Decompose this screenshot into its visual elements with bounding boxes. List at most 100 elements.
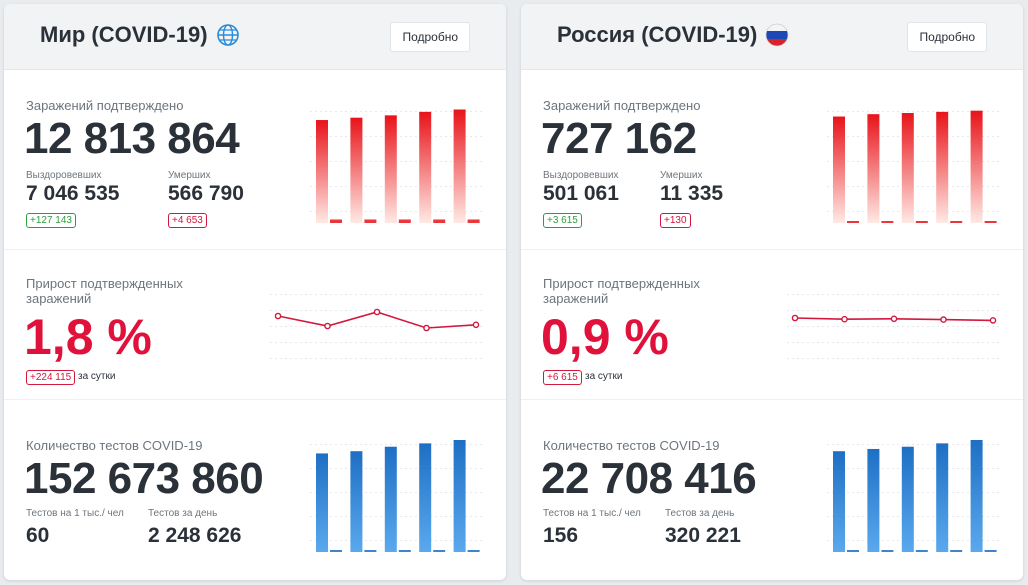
deaths-delta-badge: +4 653 [168,213,207,228]
tests-per-1k-label: Тестов на 1 тыс./ чел [26,508,124,519]
bar-small [984,550,997,552]
growth-delta-badge: +224 115 [26,370,76,385]
data-point [324,322,331,330]
bar [419,443,432,552]
tests-bar-chart [310,440,482,552]
card-title-text: Россия (COVID-19) [557,22,758,47]
growth-section: Прирост подтвержденных заражений 0,9 % +… [521,250,1023,400]
confirmed-bar-chart [310,109,482,223]
bar [350,117,363,223]
details-button[interactable]: Подробно [390,22,470,52]
globe-icon [216,24,239,46]
growth-percent: 1,8 % [24,309,152,365]
bar-small [950,550,963,552]
data-point [472,321,480,329]
tests-per-day-value: 2 248 626 [148,524,242,547]
bar-small [847,550,859,552]
bar-small [915,221,928,223]
bar [936,111,949,223]
confirmed-value: 727 162 [541,114,697,163]
bar [867,114,880,223]
growth-section: Прирост подтвержденных заражений 1,8 % +… [4,250,506,400]
confirmed-label: Заражений подтверждено [26,98,184,113]
tests-per-1k-value: 156 [543,524,579,547]
confirmed-label: Заражений подтверждено [543,98,701,113]
confirmed-section: Заражений подтверждено 12 813 864 Выздор… [4,70,506,250]
data-point [791,314,799,322]
recovered-value: 501 061 [543,182,619,205]
bar-small [467,550,480,552]
growth-line-chart [787,294,1001,359]
tests-label: Количество тестов COVID-19 [26,438,203,453]
growth-delta-badge: +6 615 [543,370,582,385]
recovered-delta-badge: +3 615 [543,213,582,228]
growth-percent: 0,9 % [541,309,669,365]
recovered-value: 7 046 535 [26,182,120,205]
bar [350,451,363,552]
bar-small [915,550,928,552]
deaths-value: 566 790 [168,182,244,205]
deaths-value: 11 335 [660,182,724,205]
bar-small [433,550,446,552]
bar-small [433,219,446,223]
bar-small [330,219,342,223]
bar-small [330,550,342,552]
tests-section: Количество тестов COVID-19 22 708 416 Те… [521,400,1023,580]
bar [901,113,914,223]
confirmed-value: 12 813 864 [24,114,240,163]
confirmed-section: Заражений подтверждено 727 162 Выздорове… [521,70,1023,250]
tests-per-day-value: 320 221 [665,524,741,547]
recovered-label: Выздоровевших [26,170,102,181]
data-point [989,317,997,324]
bar [901,446,914,552]
bar [453,440,466,552]
bar-small [847,221,859,223]
tests-label: Количество тестов COVID-19 [543,438,720,453]
recovered-label: Выздоровевших [543,170,619,181]
data-point [423,324,430,332]
details-button[interactable]: Подробно [907,22,987,52]
card-header: Мир (COVID-19) Подробно [4,4,506,70]
tests-value: 22 708 416 [541,454,757,503]
bar [419,111,432,223]
growth-line-chart [270,294,484,359]
data-point [841,315,848,323]
data-point [890,315,898,323]
bar [970,440,983,552]
growth-label-2: заражений [26,291,92,306]
bar-small [881,221,894,223]
growth-label-1: Прирост подтвержденных [26,276,183,291]
bar [384,446,397,552]
bar-small [364,550,377,552]
russia-card: Россия (COVID-19) Подробно Заражений под… [521,4,1023,580]
tests-per-1k-value: 60 [26,524,50,547]
bar-small [881,550,894,552]
bar-small [984,221,997,223]
bar [833,116,845,223]
confirmed-bar-chart [827,110,999,223]
bar [833,451,845,552]
deaths-delta-badge: +130 [660,213,691,228]
tests-bar-chart [827,440,999,552]
data-point [940,316,947,323]
tests-per-1k-label: Тестов на 1 тыс./ чел [543,508,641,519]
tests-per-day-label: Тестов за день [665,508,735,519]
bar [970,110,983,223]
card-title-text: Мир (COVID-19) [40,22,208,47]
per-day-label: за сутки [585,371,623,382]
bar-small [398,219,411,223]
recovered-delta-badge: +127 143 [26,213,76,228]
world-card: Мир (COVID-19) Подробно Заражений подтве… [4,4,506,580]
card-title: Мир (COVID-19) [40,22,240,48]
bar-small [467,219,480,223]
bar-small [364,219,377,223]
data-point [274,312,282,320]
bar-small [950,221,963,223]
growth-label-1: Прирост подтвержденных [543,276,700,291]
growth-label-2: заражений [543,291,609,306]
per-day-label: за сутки [78,371,116,382]
data-point [373,308,381,316]
deaths-label: Умерших [660,170,703,181]
bar [316,453,328,552]
russia-flag-icon [765,23,789,47]
